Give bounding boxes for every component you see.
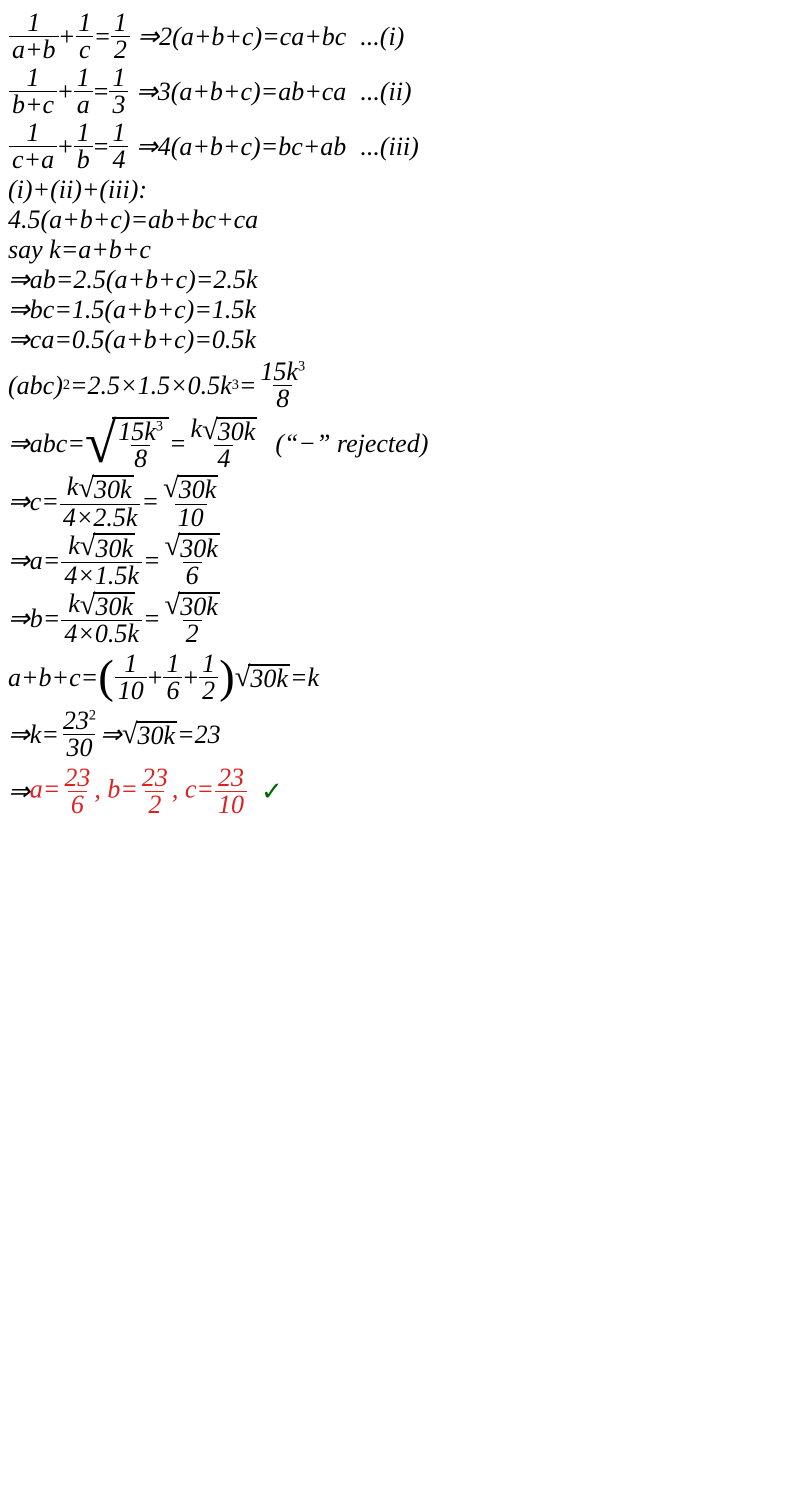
- line-15: a+b+c= ( 110 + 16 + 12 ) √30k =k: [8, 651, 792, 704]
- line-14: ⇒b= k√30k 4×0.5k = √30k 2: [8, 591, 792, 647]
- line-11: ⇒abc= √ 15k38 = k√30k 4 (“−” rejected): [8, 416, 792, 472]
- line-13: ⇒a= k√30k 4×1.5k = √30k 6: [8, 533, 792, 589]
- line-8: ⇒bc=1.5(a+b+c)=1.5k: [8, 297, 792, 323]
- eq-tag: ...(ii): [360, 79, 411, 105]
- eq-tag: ...(i): [360, 24, 404, 50]
- checkmark-icon: ✓: [261, 779, 283, 805]
- line-sum: (i)+(ii)+(iii):: [8, 177, 792, 203]
- sqrt-icon: √ 15k38: [85, 417, 169, 472]
- equation-1: 1a+b + 1c = 12 ⇒2(a+b+c)=ca+bc ...(i): [8, 10, 792, 63]
- line-16: ⇒k= 23230 ⇒ √30k =23: [8, 708, 792, 761]
- line-9: ⇒ca=0.5(a+b+c)=0.5k: [8, 327, 792, 353]
- equation-3: 1c+a + 1b = 14 ⇒4(a+b+c)=bc+ab ...(iii): [8, 120, 792, 173]
- line-6: say k=a+b+c: [8, 237, 792, 263]
- line-12: ⇒c= k√30k 4×2.5k = √30k 10: [8, 474, 792, 530]
- frac-den: a+b: [9, 36, 59, 63]
- line-5: 4.5(a+b+c)=ab+bc+ca: [8, 207, 792, 233]
- line-7: ⇒ab=2.5(a+b+c)=2.5k: [8, 267, 792, 293]
- note-rejected: (“−” rejected): [275, 431, 428, 457]
- line-10: (abc)2 =2.5×1.5×0.5k3 = 15k38: [8, 359, 792, 412]
- eq-tag: ...(iii): [360, 134, 419, 160]
- line-17-answer: ⇒ a=236, b=232, c=2310 ✓: [8, 765, 792, 818]
- equation-2: 1b+c + 1a = 13 ⇒3(a+b+c)=ab+ca ...(ii): [8, 65, 792, 118]
- frac-num: 1: [24, 10, 43, 36]
